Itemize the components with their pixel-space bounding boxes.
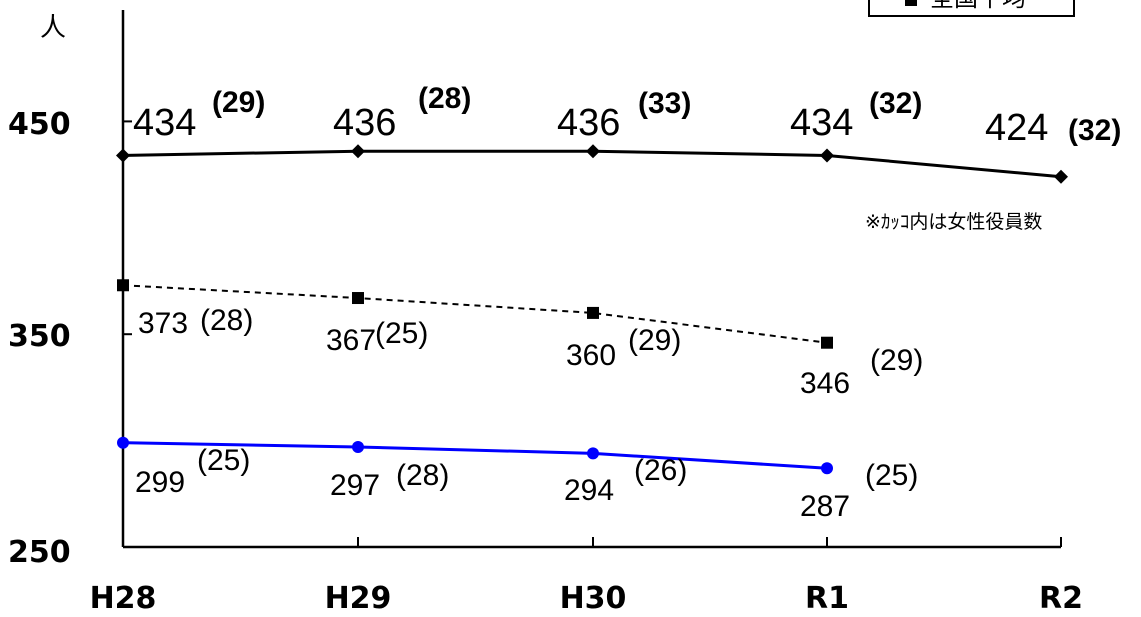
series-0-female-label: (33) <box>638 87 691 120</box>
series-1-female-label: (25) <box>375 317 428 350</box>
series-0-female-label: (29) <box>212 86 265 119</box>
series-2-value-label: 299 <box>135 466 185 499</box>
x-tick-label: H30 <box>560 581 627 616</box>
series-1-line <box>122 284 828 344</box>
series-1-female-label: (28) <box>200 304 253 337</box>
series-2-female-label: (28) <box>396 459 449 492</box>
series-0-point <box>116 148 130 163</box>
series-1-value-label: 346 <box>800 367 850 400</box>
x-tick-label: R2 <box>1039 581 1083 616</box>
y-axis-label: 人 <box>40 13 66 43</box>
series-0-value-label: 436 <box>333 102 396 144</box>
series-1-female-label: (29) <box>628 324 681 357</box>
series-2-value-label: 287 <box>800 490 850 523</box>
series-0-value-label: 434 <box>790 102 853 144</box>
series-1-point <box>352 292 364 305</box>
series-2-point <box>117 436 129 449</box>
series-1-point <box>821 336 833 349</box>
series-1-point <box>587 306 599 319</box>
series-2-value-label: 294 <box>564 474 614 507</box>
y-tick-label: 450 <box>8 107 71 142</box>
x-tick-label: H29 <box>325 581 392 616</box>
series-2-line <box>122 441 828 470</box>
series-2-female-label: (25) <box>865 459 918 492</box>
series-0-point <box>820 148 834 163</box>
series-1-point <box>117 279 129 292</box>
series-0-female-label: (28) <box>418 82 471 115</box>
series-1-value-label: 360 <box>566 339 616 372</box>
series-2-point <box>821 462 833 475</box>
series-1-value-label: 367 <box>326 324 376 357</box>
series-1-value-label: 373 <box>138 307 188 340</box>
series-0-point <box>1054 169 1068 184</box>
legend-marker <box>905 0 917 6</box>
series-2-point <box>352 440 364 453</box>
series-2-value-label: 297 <box>330 469 380 502</box>
legend-box <box>868 0 1075 17</box>
series-2-female-label: (25) <box>197 444 250 477</box>
series-1-female-label: (29) <box>870 344 923 377</box>
series-0-female-label: (32) <box>869 87 922 120</box>
legend-label: 全国平均 <box>930 0 1026 12</box>
note-annotation: ※ｶｯｺ内は女性役員数 <box>865 211 1042 233</box>
series-2-female-label: (26) <box>634 454 687 487</box>
y-tick-label: 350 <box>8 319 71 354</box>
series-0-value-label: 434 <box>133 102 196 144</box>
series-0-value-label: 424 <box>985 107 1048 149</box>
x-tick-label: H28 <box>90 581 157 616</box>
series-0-female-label: (32) <box>1068 114 1121 147</box>
series-0-value-label: 436 <box>557 102 620 144</box>
y-tick-label: 250 <box>8 535 71 570</box>
series-0-point <box>351 144 365 159</box>
x-tick-label: R1 <box>805 581 849 616</box>
series-0-point <box>586 144 600 159</box>
series-2-point <box>587 447 599 460</box>
